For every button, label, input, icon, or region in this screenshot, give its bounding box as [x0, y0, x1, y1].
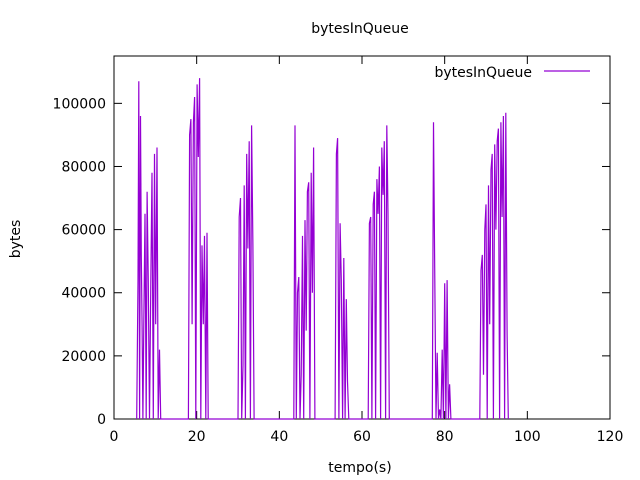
x-tick-label: 60	[353, 429, 371, 445]
series-line	[136, 78, 509, 420]
y-axis: 0 20000 40000 60000 80000 100000	[53, 96, 610, 428]
y-tick-label: 60000	[61, 223, 106, 239]
x-tick-label: 100	[514, 429, 541, 445]
y-tick-label: 80000	[61, 159, 106, 175]
series-layer	[136, 78, 509, 420]
x-axis-label: tempo(s)	[328, 460, 391, 476]
y-axis-label: bytes	[8, 220, 24, 259]
x-tick-label: 40	[270, 429, 288, 445]
x-tick-label: 80	[436, 429, 454, 445]
x-tick-label: 20	[188, 429, 206, 445]
y-tick-label: 20000	[61, 349, 106, 365]
x-axis: 0 20 40 60 80 100 120	[110, 56, 624, 445]
y-tick-label: 100000	[53, 96, 106, 112]
chart-title: bytesInQueue	[311, 21, 409, 37]
y-tick-label: 0	[97, 412, 106, 428]
x-tick-label: 0	[110, 429, 119, 445]
legend: bytesInQueue	[434, 65, 590, 81]
y-tick-label: 40000	[61, 286, 106, 302]
x-tick-label: 120	[597, 429, 624, 445]
legend-label: bytesInQueue	[434, 65, 532, 81]
